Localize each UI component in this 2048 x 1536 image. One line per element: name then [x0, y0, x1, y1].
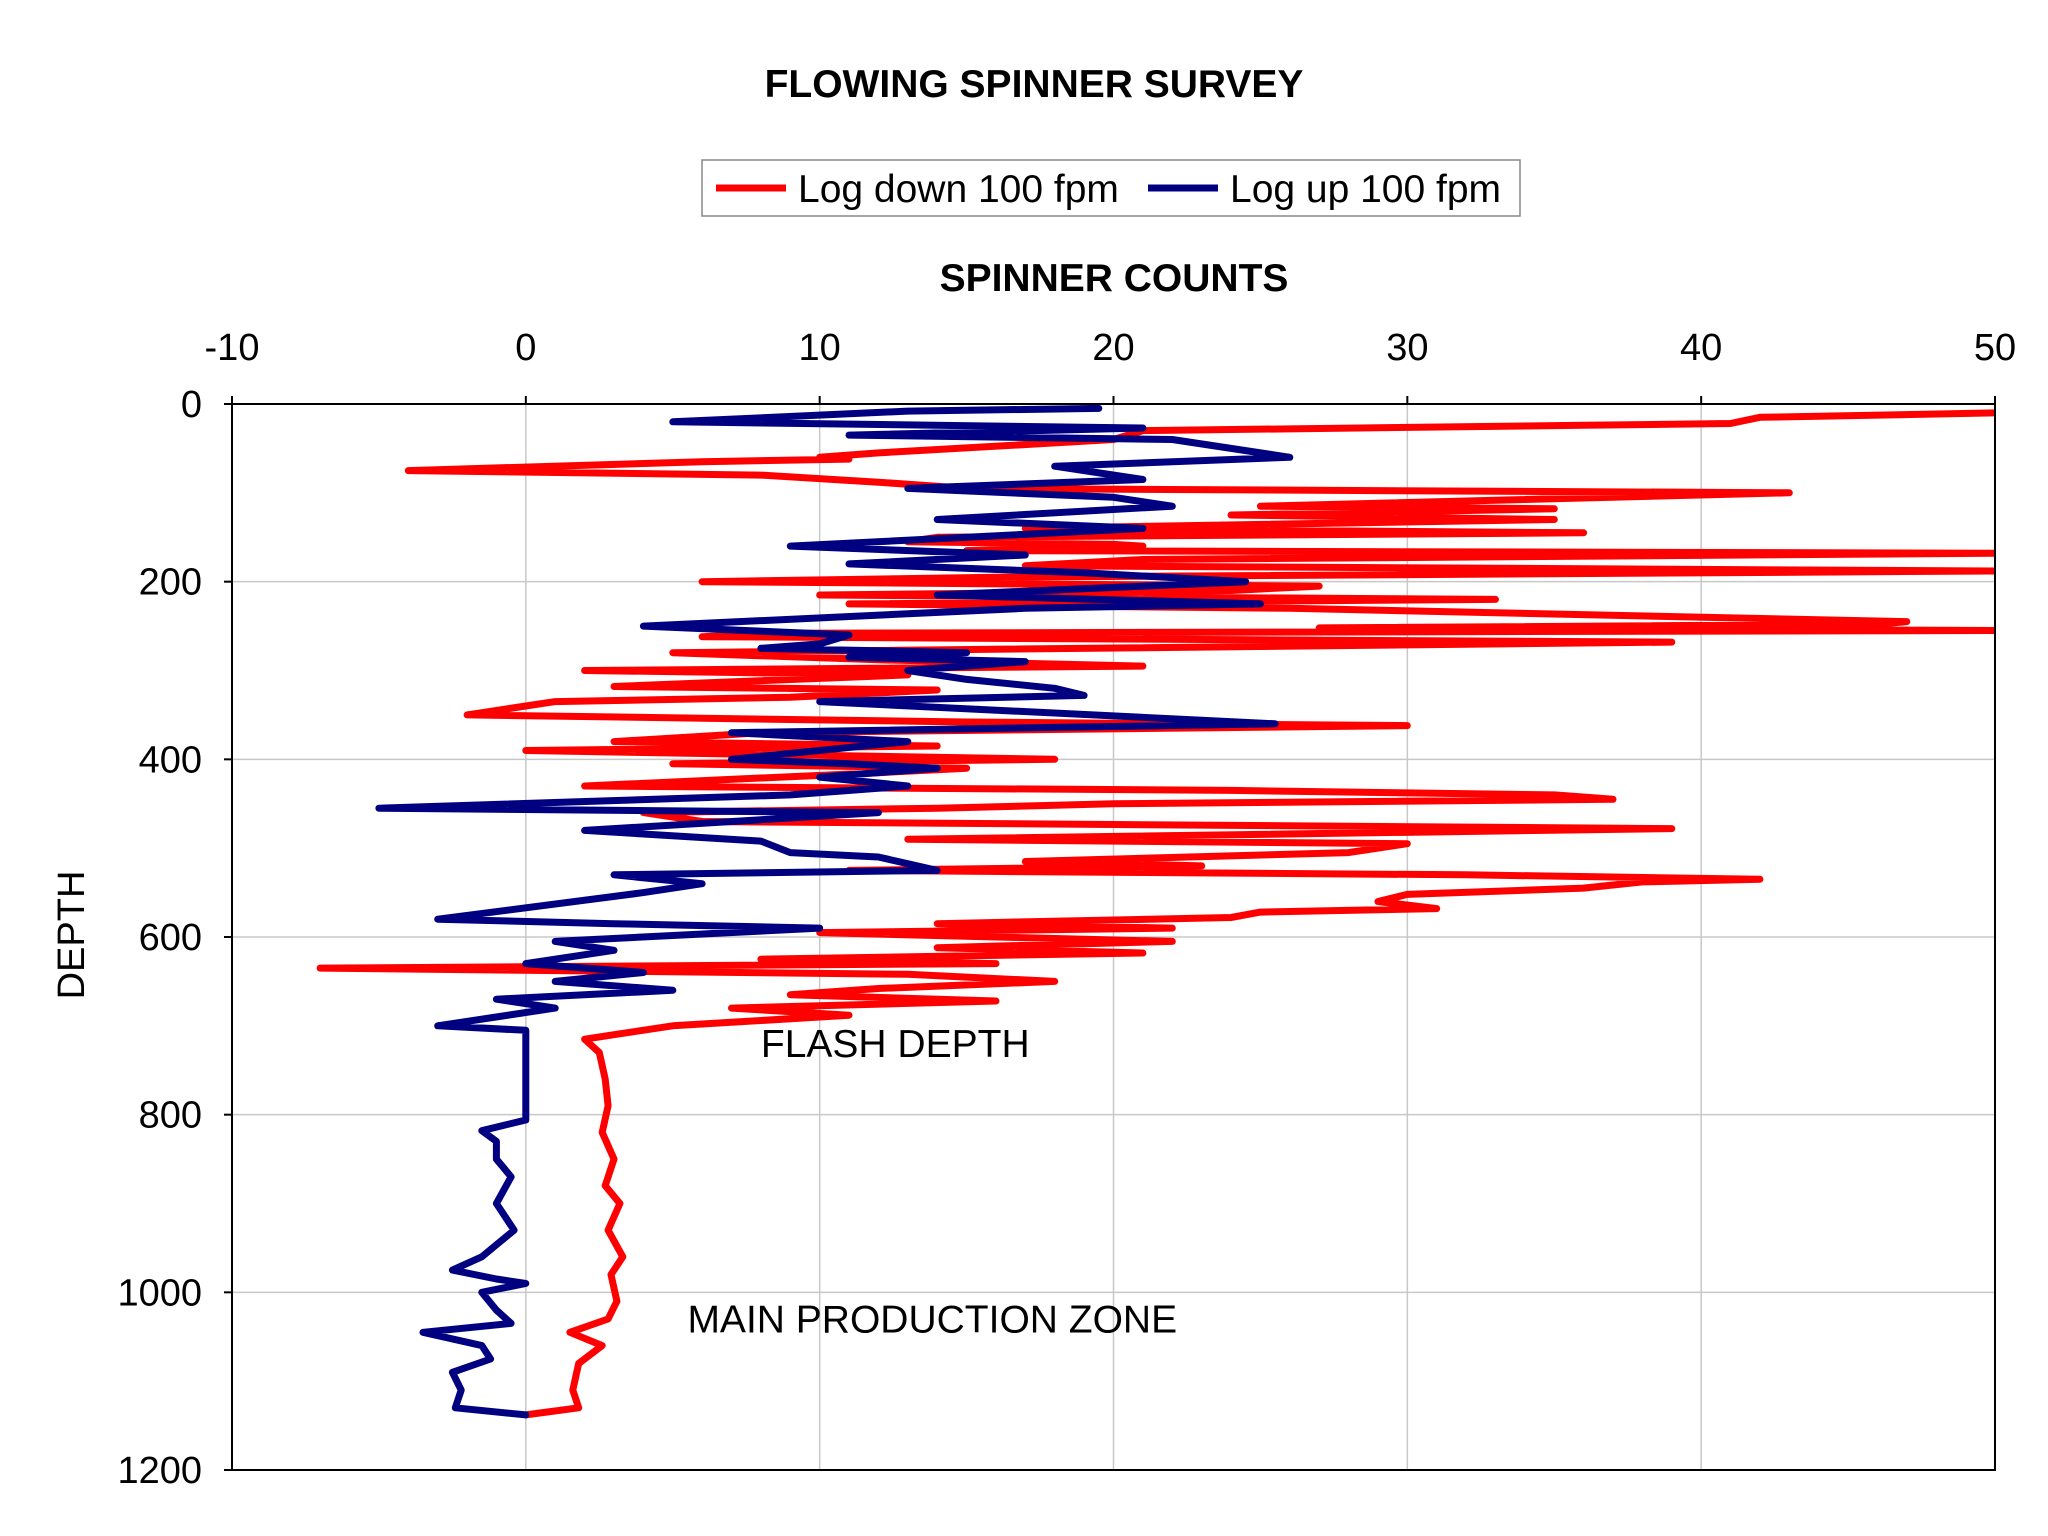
annotation-main-production-zone: MAIN PRODUCTION ZONE — [687, 1298, 1177, 1341]
y-tick-label: 200 — [139, 562, 202, 604]
x-tick-label: 50 — [1974, 327, 2016, 369]
x-tick-label: 0 — [515, 327, 536, 369]
legend-label-log-up: Log up 100 fpm — [1230, 168, 1501, 211]
x-axis-label: SPINNER COUNTS — [940, 257, 1289, 300]
x-tick-label: 30 — [1386, 327, 1428, 369]
series-line-log-up — [375, 404, 1294, 1419]
series-lines — [316, 404, 1995, 1419]
chart-title: FLOWING SPINNER SURVEY — [765, 63, 1304, 106]
x-tick-label: 40 — [1680, 327, 1722, 369]
y-axis-label: DEPTH — [51, 871, 93, 1000]
annotation-flash-depth: FLASH DEPTH — [761, 1023, 1030, 1066]
y-tick-label: 1000 — [117, 1272, 202, 1314]
y-tick-label: 400 — [139, 739, 202, 781]
series-line-log-down — [316, 409, 1995, 1419]
x-tick-labels: -10 0 10 20 30 40 50 — [205, 327, 2016, 404]
y-tick-label: 800 — [139, 1095, 202, 1137]
y-tick-label: 600 — [139, 917, 202, 959]
y-tick-labels: 0 200 400 600 800 1000 1200 — [117, 384, 232, 1492]
x-tick-label: -10 — [205, 327, 260, 369]
x-tick-label: 20 — [1092, 327, 1134, 369]
legend-label-log-down: Log down 100 fpm — [798, 168, 1119, 211]
legend: Log down 100 fpm Log up 100 fpm — [701, 159, 1521, 217]
y-tick-label: 0 — [181, 384, 202, 426]
x-tick-label: 10 — [799, 327, 841, 369]
y-tick-label: 1200 — [117, 1450, 202, 1492]
legend-box — [701, 159, 1521, 217]
